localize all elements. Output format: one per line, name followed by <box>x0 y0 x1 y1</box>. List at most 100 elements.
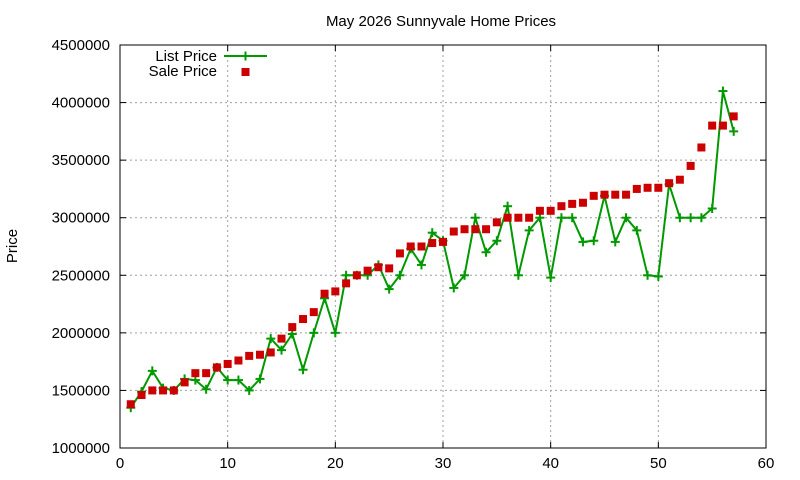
sale-price-point <box>492 218 501 227</box>
list-price-point <box>481 247 491 257</box>
sale-price-point <box>385 264 394 273</box>
list-price-point <box>427 228 437 238</box>
list-price-point <box>653 271 663 281</box>
sale-price-point <box>460 225 469 234</box>
legend-label-list-price: List Price <box>155 48 217 65</box>
legend-square-marker <box>241 68 250 76</box>
sale-price-point <box>654 183 663 192</box>
list-price-point <box>384 284 394 294</box>
legend: List Price Sale Price <box>149 48 267 80</box>
sale-price-point <box>697 143 706 152</box>
list-price-point <box>707 204 717 214</box>
y-axis-label: Price <box>4 229 21 263</box>
list-price-point <box>266 334 276 344</box>
list-price-point <box>686 213 696 223</box>
list-price-point <box>567 213 577 223</box>
sale-price-point <box>137 391 146 400</box>
sale-price-point <box>589 191 598 200</box>
list-price-point <box>718 86 728 96</box>
list-price-point <box>470 213 480 223</box>
sale-price-point <box>632 184 641 193</box>
sale-price-point <box>708 121 717 130</box>
sale-price-point <box>557 202 566 211</box>
sale-price-point <box>331 287 340 296</box>
sale-price-point <box>202 369 211 378</box>
y-tick-label: 2500000 <box>52 267 110 284</box>
y-tick-label: 3000000 <box>52 210 110 227</box>
list-price-point <box>330 328 340 338</box>
sale-price-point <box>245 351 254 360</box>
sale-price-point <box>643 183 652 192</box>
list-price-point <box>298 365 308 375</box>
sale-price-point <box>471 225 480 234</box>
list-price-point <box>233 375 243 385</box>
sale-price-point <box>223 359 232 368</box>
sale-price-point <box>212 363 221 372</box>
list-price-point <box>341 270 351 280</box>
list-price-point <box>503 201 513 211</box>
list-price-point <box>244 385 254 395</box>
x-tick-label: 0 <box>116 455 124 472</box>
y-tick-label: 4500000 <box>52 37 110 54</box>
sale-price-point <box>449 227 458 236</box>
y-tick-label: 3500000 <box>52 152 110 169</box>
list-price-line <box>129 90 735 409</box>
list-price-point <box>578 237 588 247</box>
legend-plus-marker <box>241 51 250 61</box>
list-price-point <box>546 273 556 283</box>
list-price-point <box>556 213 566 223</box>
list-price-point <box>255 374 265 384</box>
sale-price-point <box>288 323 297 332</box>
list-price-point <box>643 270 653 280</box>
list-price-point <box>223 375 233 385</box>
sale-price-point <box>578 198 587 207</box>
list-price-point <box>632 225 642 235</box>
x-tick-label: 30 <box>435 455 452 472</box>
sale-price-point <box>234 356 243 365</box>
sale-price-point <box>622 190 631 199</box>
y-tick-label: 1500000 <box>52 382 110 399</box>
list-price-point <box>492 236 502 246</box>
y-tick-label: 1000000 <box>52 440 110 457</box>
sale-price-point <box>439 237 447 246</box>
sale-price-point <box>148 386 157 395</box>
list-price-point <box>696 213 706 223</box>
list-price-point <box>621 213 631 223</box>
legend-swatch-list-price <box>224 51 267 61</box>
sale-price-point <box>320 289 329 298</box>
sale-price-point <box>675 175 684 184</box>
list-price-point <box>729 126 739 136</box>
list-price-point <box>449 283 459 293</box>
sale-price-point <box>309 308 318 317</box>
series-sale-price <box>126 112 738 409</box>
list-price-point <box>277 345 286 355</box>
list-price-point <box>513 270 523 280</box>
list-price-point <box>201 384 211 394</box>
sale-price-point <box>503 213 512 222</box>
sale-price-point <box>169 386 178 395</box>
sale-price-point <box>255 350 264 359</box>
y-tick-label: 2000000 <box>52 325 110 342</box>
list-price-point <box>610 237 620 247</box>
sale-price-point <box>299 315 308 324</box>
x-tick-label: 20 <box>327 455 344 472</box>
sale-price-point <box>406 242 415 251</box>
sale-price-point <box>686 161 695 170</box>
sale-price-point <box>665 179 674 188</box>
x-tick-label: 50 <box>650 455 667 472</box>
sale-price-point <box>514 213 523 222</box>
sale-price-point <box>546 206 555 215</box>
sale-price-point <box>611 190 620 199</box>
x-tick-label: 60 <box>758 455 775 472</box>
sale-price-point <box>352 271 361 280</box>
sale-price-point <box>374 263 383 272</box>
sale-price-point <box>417 242 426 251</box>
sale-price-point <box>159 386 168 395</box>
axis-ticks: 0 10 20 30 40 50 60 1000000 1500000 2000000 250000… <box>52 37 775 472</box>
data-series <box>126 86 739 413</box>
legend-swatch-sale-price <box>241 68 250 76</box>
list-price-point <box>460 270 470 280</box>
sale-price-point <box>277 334 286 343</box>
sale-price-point <box>729 112 738 121</box>
sale-price-point <box>428 239 437 248</box>
